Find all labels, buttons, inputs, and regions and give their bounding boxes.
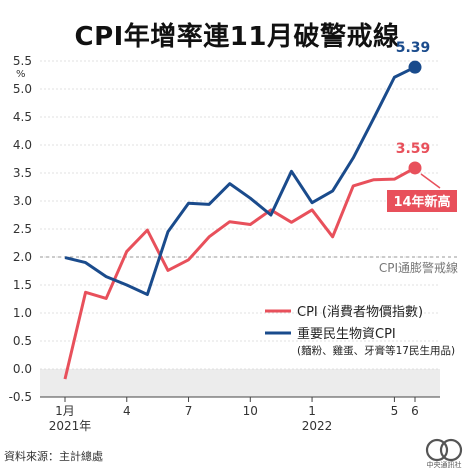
x-tick-label: 5	[391, 404, 399, 418]
annotation-label: 14年新高	[393, 194, 450, 210]
legend-sublabel-essentials: (麵粉、雞蛋、牙膏等17民生用品)	[297, 344, 455, 357]
y-tick-label: 0.0	[13, 362, 32, 376]
legend-label-cpi: CPI (消費者物價指數)	[297, 305, 423, 320]
y-tick-label: 0.5	[13, 334, 32, 348]
x-tick-label: 1	[308, 404, 316, 418]
x-year-label: 2021年	[49, 419, 92, 433]
y-tick-label: 2.0	[13, 250, 32, 264]
annotation-box	[387, 190, 457, 212]
reference-line-label: CPI通膨警戒線	[379, 260, 458, 275]
legend-label-essentials: 重要民生物資CPI	[297, 326, 396, 342]
cpi-series-line	[63, 166, 416, 380]
end-value-label: 5.39	[396, 40, 431, 56]
annotation-leader	[420, 173, 441, 189]
cpi-end-point	[408, 161, 422, 175]
essentials-cpi-series-line	[64, 65, 416, 297]
svg-text:中央通訊社: 中央通訊社	[427, 460, 462, 469]
chart-title: CPI年增率連11月破警戒線	[74, 22, 400, 52]
y-unit-label: %	[16, 69, 26, 80]
y-tick-label: 4.0	[13, 138, 32, 152]
y-tick-label: -0.5	[9, 390, 32, 404]
essentials-cpi-end-point	[408, 60, 422, 74]
cna-logo: 中央通訊社	[420, 438, 470, 470]
y-tick-label: 1.0	[13, 306, 32, 320]
negative-zone-band	[40, 369, 440, 397]
x-tick-label: 6	[411, 404, 419, 418]
x-tick-label: 7	[185, 404, 193, 418]
x-tick-label: 1月	[55, 404, 75, 418]
end-value-label: 3.59	[396, 141, 431, 157]
y-tick-label: 3.0	[13, 194, 32, 208]
x-tick-label: 4	[123, 404, 131, 418]
source-note: 資料來源：主計總處	[4, 450, 103, 463]
y-tick-label: 5.5	[13, 54, 32, 68]
y-tick-label: 1.5	[13, 278, 32, 292]
x-tick-label: 10	[243, 404, 258, 418]
y-tick-label: 3.5	[13, 166, 32, 180]
y-tick-label: 5.0	[13, 82, 32, 96]
x-year-label: 2022	[302, 419, 333, 433]
y-tick-label: 2.5	[13, 222, 32, 236]
y-tick-label: 4.5	[13, 110, 32, 124]
